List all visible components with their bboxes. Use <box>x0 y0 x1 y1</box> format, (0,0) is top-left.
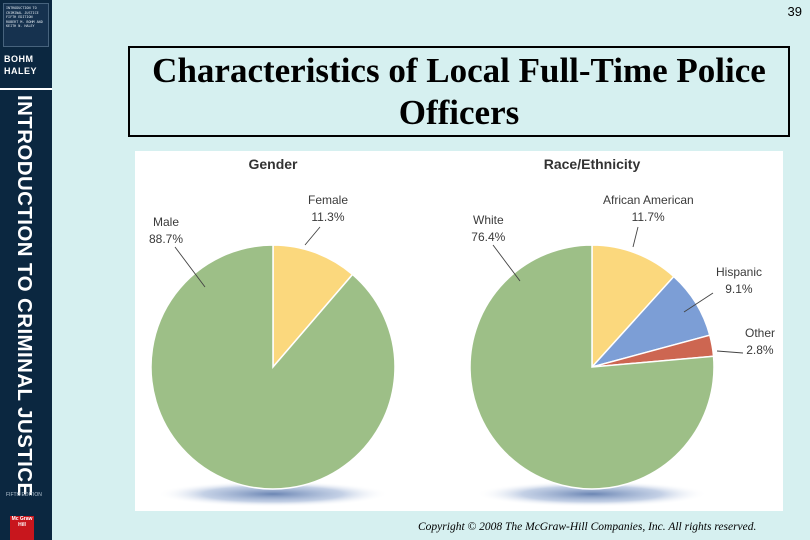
slice-label-african-american: African American <box>603 193 694 207</box>
copyright-notice: Copyright © 2008 The McGraw-Hill Compani… <box>418 521 757 533</box>
leader-line-female <box>304 226 321 246</box>
book-authors: BOHM HALEY <box>4 53 48 77</box>
pie-chart-gender: Gender Female 11.3% Male 88.7% <box>149 156 396 507</box>
leader-line-hispanic <box>683 292 714 313</box>
page-number: 39 <box>787 4 802 19</box>
leader-line-other <box>716 350 744 354</box>
leader-line-male <box>174 246 206 288</box>
pie-shadow <box>157 481 389 507</box>
author-name: BOHM <box>4 54 34 64</box>
spine-divider <box>0 88 52 90</box>
book-edition: FIFTH EDITION <box>6 492 42 498</box>
slice-value-male: 88.7% <box>149 232 183 246</box>
slice-value-female: 11.3% <box>311 210 344 224</box>
pie-shadow <box>476 481 708 507</box>
pie-chart-race-ethnicity: Race/Ethnicity African American 11.7% Hispa… <box>469 156 775 507</box>
slice-label-female: Female <box>308 193 348 207</box>
slice-value-african-american: 11.7% <box>632 210 665 224</box>
slice-label-white: White <box>473 213 504 227</box>
book-cover-thumbnail: INTRODUCTION TO CRIMINAL JUSTICE FIFTH E… <box>3 3 49 47</box>
pie-charts: Gender Female 11.3% Male 88.7% Race/Ethnicity… <box>149 156 775 507</box>
slice-label-hispanic: Hispanic <box>716 265 762 279</box>
leader-line-african-american <box>632 226 639 248</box>
slide-title-box: Characteristics of Local Full-Time Polic… <box>128 46 790 137</box>
slide-title: Characteristics of Local Full-Time Polic… <box>152 50 766 132</box>
pie-slice-female <box>272 244 354 370</box>
book-spine: INTRODUCTION TO CRIMINAL JUSTICE FIFTH E… <box>0 0 52 540</box>
chart-panel: Gender Female 11.3% Male 88.7% Race/Ethnicity… <box>135 151 783 511</box>
pie-slice-male <box>150 244 396 490</box>
leader-line-white <box>492 244 521 282</box>
publisher-logo: Mc Graw Hill <box>10 516 34 540</box>
chart-title: Race/Ethnicity <box>544 156 641 172</box>
slice-value-other: 2.8% <box>746 343 774 357</box>
slice-value-hispanic: 9.1% <box>725 282 753 296</box>
slice-label-male: Male <box>153 215 179 229</box>
pie-slice-white <box>469 244 715 490</box>
slice-label-other: Other <box>745 326 775 340</box>
chart-title: Gender <box>248 156 298 172</box>
slice-value-white: 76.4% <box>471 230 505 244</box>
pie-slice-african-american <box>591 244 675 369</box>
book-title: INTRODUCTION TO CRIMINAL JUSTICE <box>13 95 36 497</box>
author-name: HALEY <box>4 66 38 76</box>
